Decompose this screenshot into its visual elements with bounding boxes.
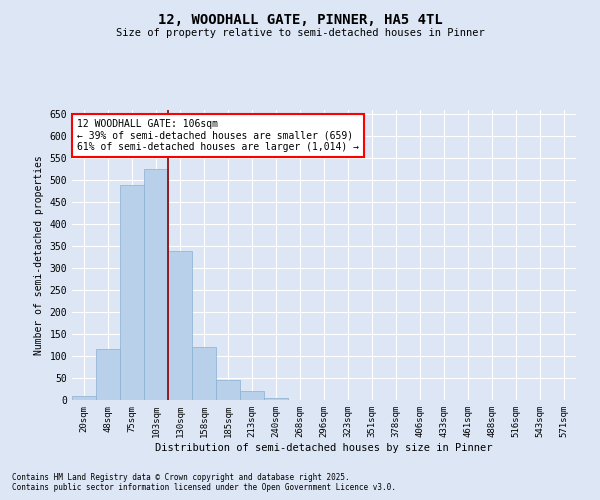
Text: Size of property relative to semi-detached houses in Pinner: Size of property relative to semi-detach…: [116, 28, 484, 38]
Bar: [216, 380, 240, 400]
Text: 12 WOODHALL GATE: 106sqm
← 39% of semi-detached houses are smaller (659)
61% of : 12 WOODHALL GATE: 106sqm ← 39% of semi-d…: [77, 118, 359, 152]
X-axis label: Distribution of semi-detached houses by size in Pinner: Distribution of semi-detached houses by …: [155, 442, 493, 452]
Text: 12, WOODHALL GATE, PINNER, HA5 4TL: 12, WOODHALL GATE, PINNER, HA5 4TL: [158, 12, 442, 26]
Bar: [72, 396, 96, 400]
Y-axis label: Number of semi-detached properties: Number of semi-detached properties: [34, 155, 44, 355]
Bar: [96, 350, 120, 400]
Bar: [192, 348, 216, 400]
Bar: [168, 250, 192, 400]
Bar: [240, 391, 264, 400]
Text: Contains public sector information licensed under the Open Government Licence v3: Contains public sector information licen…: [12, 484, 396, 492]
Text: Contains HM Land Registry data © Crown copyright and database right 2025.: Contains HM Land Registry data © Crown c…: [12, 474, 350, 482]
Bar: [120, 184, 144, 400]
Bar: [144, 170, 168, 400]
Bar: [264, 398, 288, 400]
